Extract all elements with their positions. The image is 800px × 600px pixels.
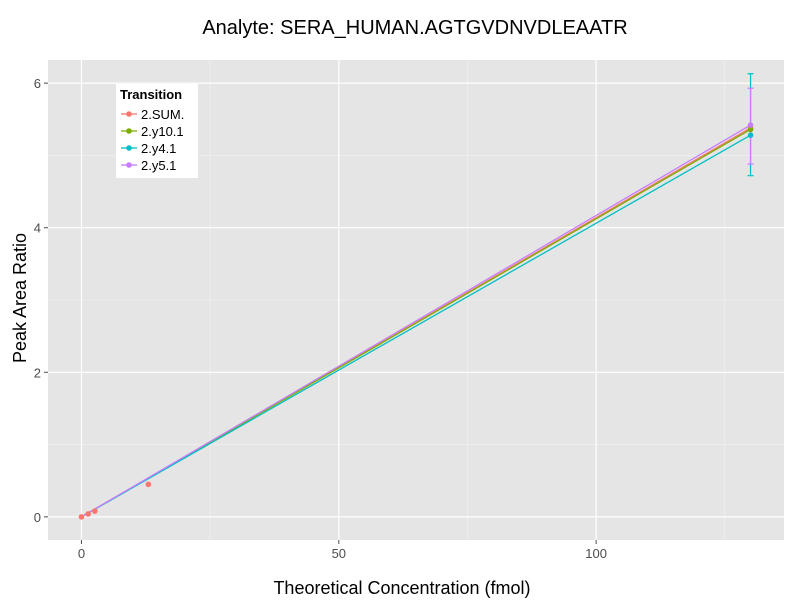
x-tick-label: 100	[585, 546, 607, 561]
legend: Transition 2.SUM. 2.y10.1 2.y4.1 2.y5.1	[116, 84, 198, 178]
data-point	[747, 126, 754, 133]
data-point	[145, 481, 152, 488]
legend-key-point	[126, 128, 132, 134]
fit-line	[81, 134, 751, 518]
x-tick-label: 0	[78, 546, 85, 561]
y-axis-ticks: 0 2 4 6	[34, 76, 48, 525]
legend-title: Transition	[120, 87, 182, 102]
y-axis-title: Peak Area Ratio	[10, 233, 30, 363]
legend-key-point	[126, 145, 132, 151]
y-tick-label: 6	[34, 76, 41, 91]
legend-label: 2.y5.1	[141, 158, 176, 173]
x-axis-ticks: 0 50 100	[78, 540, 607, 561]
fit-lines	[81, 124, 751, 518]
y-tick-label: 2	[34, 365, 41, 380]
data-point	[85, 511, 91, 517]
chart-title: Analyte: SERA_HUMAN.AGTGVDNVDLEAATR	[202, 17, 627, 39]
fit-line	[81, 124, 751, 518]
x-tick-label: 50	[332, 546, 346, 561]
x-axis-title: Theoretical Concentration (fmol)	[273, 578, 530, 598]
data-point	[747, 122, 754, 128]
legend-items: 2.SUM. 2.y10.1 2.y4.1 2.y5.1	[121, 107, 184, 173]
legend-key-point	[126, 162, 132, 168]
data-point	[747, 132, 754, 138]
y-tick-label: 4	[34, 221, 41, 236]
data-point	[78, 514, 85, 520]
legend-key-point	[126, 111, 132, 117]
legend-label: 2.y10.1	[141, 124, 184, 139]
y-tick-label: 0	[34, 510, 41, 525]
data-points	[78, 122, 754, 520]
legend-label: 2.y4.1	[141, 141, 176, 156]
data-point	[92, 508, 98, 514]
legend-label: 2.SUM.	[141, 107, 184, 122]
